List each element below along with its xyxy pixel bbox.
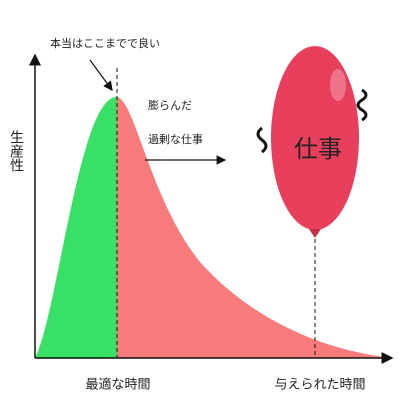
balloon-label: 仕事 bbox=[294, 135, 342, 163]
optimal-area bbox=[35, 96, 117, 358]
y-axis-label: 生産性 bbox=[8, 130, 24, 172]
excess-area bbox=[117, 97, 392, 358]
swollen-label: 過剰な仕事 bbox=[148, 133, 203, 146]
x-label: 与えられた時間 bbox=[274, 378, 365, 393]
annotation: 本当はここまでで良い bbox=[50, 36, 160, 50]
swollen-label: 膨らんだ bbox=[148, 98, 192, 112]
x-label: 最適な時間 bbox=[85, 377, 150, 393]
balloon-highlight bbox=[330, 69, 346, 101]
shake-mark bbox=[356, 88, 368, 122]
shake-mark bbox=[256, 126, 268, 154]
annotation-arrow bbox=[89, 59, 113, 91]
balloon-knot bbox=[309, 229, 321, 238]
